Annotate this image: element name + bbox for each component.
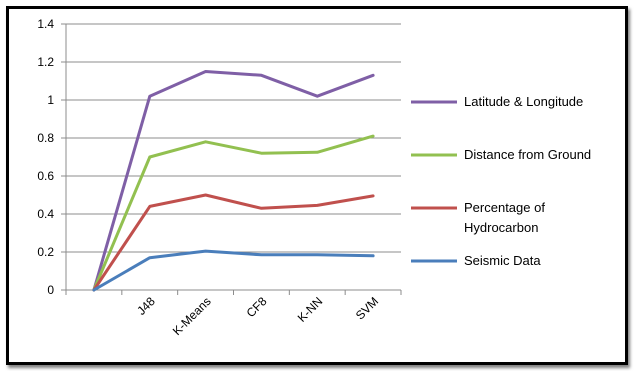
y-tick-label: 0 bbox=[47, 283, 54, 297]
y-tick-label: 1.2 bbox=[37, 55, 54, 69]
legend-label: Percentage of bbox=[464, 200, 545, 215]
series-line bbox=[92, 134, 375, 292]
y-tick-label: 0.2 bbox=[37, 245, 54, 259]
series-line bbox=[92, 70, 375, 292]
y-tick-label: 1 bbox=[47, 93, 54, 107]
chart-frame: 0 0.2 0.4 0.6 0.8 1 1.2 1.4 J48 K-Means CF8 K-NN SV… bbox=[6, 6, 628, 365]
series-line bbox=[92, 249, 375, 292]
x-tick-label: SVM bbox=[353, 294, 381, 322]
line-chart: 0 0.2 0.4 0.6 0.8 1 1.2 1.4 J48 K-Means CF8 K-NN SV… bbox=[37, 17, 591, 338]
x-tick-label: K-NN bbox=[295, 294, 326, 325]
legend-label: Distance from Ground bbox=[464, 147, 591, 162]
x-tick-label: K-Means bbox=[170, 294, 214, 338]
y-tick-label: 1.4 bbox=[37, 17, 54, 31]
legend-label: Hydrocarbon bbox=[464, 220, 538, 235]
legend-label: Latitude & Longitude bbox=[464, 94, 583, 109]
y-tick-label: 0.4 bbox=[37, 207, 54, 221]
y-tick-label: 0.6 bbox=[37, 169, 54, 183]
series-line bbox=[92, 193, 375, 292]
legend-label: Seismic Data bbox=[464, 253, 541, 268]
x-tick-label: CF8 bbox=[244, 294, 270, 320]
x-tick-label: J48 bbox=[134, 294, 158, 318]
y-tick-label: 0.8 bbox=[37, 131, 54, 145]
